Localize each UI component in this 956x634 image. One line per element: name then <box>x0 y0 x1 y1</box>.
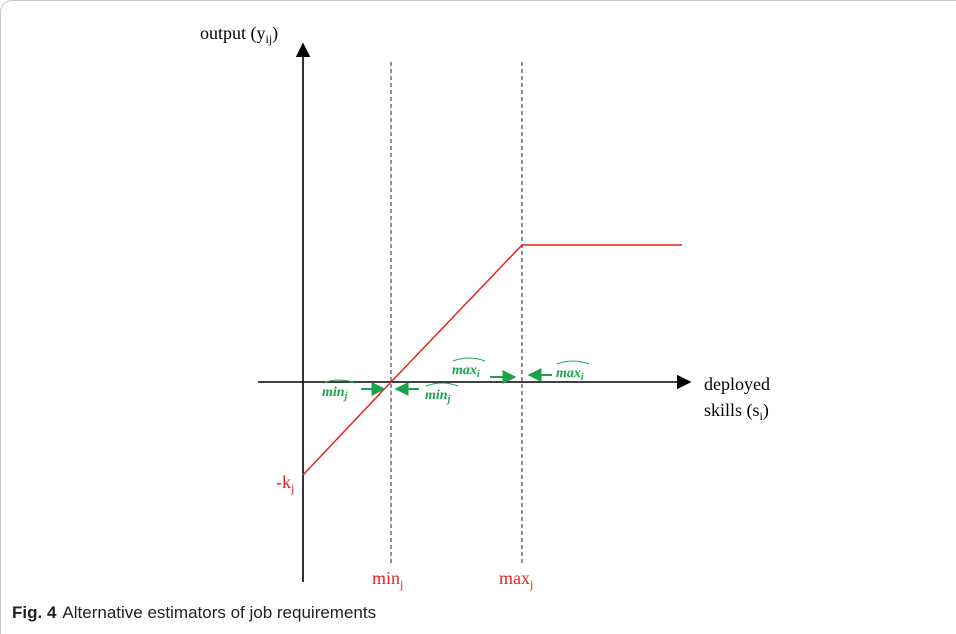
figure-number: Fig. 4 <box>12 603 57 622</box>
min-label: minj <box>372 568 403 591</box>
figure-caption: Fig. 4 Alternative estimators of job requ… <box>12 603 376 623</box>
min-estimator-left: minj <box>322 379 386 402</box>
svg-text:minj: minj <box>425 388 451 405</box>
x-axis-label-line1: deployed <box>704 374 770 394</box>
production-function-line <box>302 244 682 476</box>
y-axis-label: output (yij) <box>200 23 278 46</box>
min-estimator-right: minj <box>394 382 459 405</box>
caption-text: Alternative estimators of job requiremen… <box>62 603 377 622</box>
max-label: maxj <box>499 568 533 591</box>
max-estimator-left: maxi <box>452 357 517 384</box>
intercept-label: -kj <box>276 472 294 495</box>
max-estimator-right: maxi <box>527 360 590 383</box>
svg-text:maxi: maxi <box>452 363 480 380</box>
svg-text:minj: minj <box>322 385 348 402</box>
svg-text:maxi: maxi <box>556 366 584 383</box>
x-axis-label-line2: skills (si) <box>704 400 769 423</box>
